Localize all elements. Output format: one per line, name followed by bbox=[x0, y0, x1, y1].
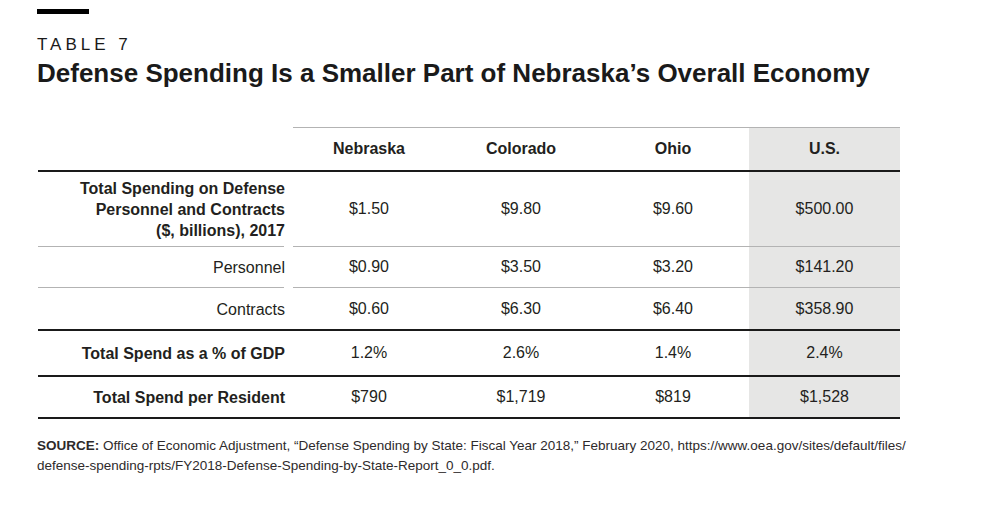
table-row-personnel: Personnel $0.90 $3.50 $3.20 $141.20 bbox=[38, 247, 900, 287]
value-colorado: $6.30 bbox=[445, 300, 597, 318]
table-number-kicker: TABLE 7 bbox=[37, 35, 132, 55]
report-table-figure: TABLE 7 Defense Spending Is a Smaller Pa… bbox=[0, 0, 1000, 511]
value-colorado: $1,719 bbox=[445, 388, 597, 406]
kicker-accent-bar bbox=[37, 9, 89, 14]
row-label: Total Spending on Defense Personnel and … bbox=[38, 178, 293, 241]
source-note: SOURCE: Office of Economic Adjustment, “… bbox=[37, 436, 972, 476]
value-ohio: $9.60 bbox=[597, 200, 749, 218]
value-nebraska: $790 bbox=[293, 388, 445, 406]
value-us: $1,528 bbox=[749, 388, 900, 406]
value-colorado: $9.80 bbox=[445, 200, 597, 218]
value-nebraska: $0.90 bbox=[293, 258, 445, 276]
value-us: 2.4% bbox=[749, 344, 900, 362]
value-ohio: $819 bbox=[597, 388, 749, 406]
column-header-ohio: Ohio bbox=[597, 140, 749, 158]
value-us: $500.00 bbox=[749, 200, 900, 218]
value-us: $141.20 bbox=[749, 258, 900, 276]
table-row-contracts: Contracts $0.60 $6.30 $6.40 $358.90 bbox=[38, 289, 900, 329]
table-row-per-resident: Total Spend per Resident $790 $1,719 $81… bbox=[38, 377, 900, 417]
table-bottom-rule bbox=[38, 417, 900, 419]
value-ohio: $6.40 bbox=[597, 300, 749, 318]
table-header-row: Nebraska Colorado Ohio U.S. bbox=[38, 127, 900, 170]
table-title: Defense Spending Is a Smaller Part of Ne… bbox=[37, 58, 977, 88]
value-nebraska: 1.2% bbox=[293, 344, 445, 362]
section-rule bbox=[38, 329, 900, 331]
row-divider bbox=[38, 246, 284, 247]
row-divider bbox=[293, 246, 900, 247]
value-colorado: 2.6% bbox=[445, 344, 597, 362]
table-top-rule bbox=[293, 127, 900, 128]
value-ohio: $3.20 bbox=[597, 258, 749, 276]
row-divider bbox=[293, 287, 900, 288]
value-nebraska: $1.50 bbox=[293, 200, 445, 218]
data-table: Nebraska Colorado Ohio U.S. Total Spendi… bbox=[38, 127, 900, 417]
column-header-us: U.S. bbox=[749, 140, 900, 158]
value-us: $358.90 bbox=[749, 300, 900, 318]
header-bottom-rule bbox=[38, 170, 900, 172]
column-header-nebraska: Nebraska bbox=[293, 140, 445, 158]
source-text: Office of Economic Adjustment, “Defense … bbox=[37, 438, 906, 473]
row-label: Total Spend as a % of GDP bbox=[38, 343, 293, 364]
value-nebraska: $0.60 bbox=[293, 300, 445, 318]
row-label: Contracts bbox=[38, 299, 293, 320]
section-rule bbox=[38, 375, 900, 377]
source-label: SOURCE: bbox=[37, 438, 99, 453]
row-label: Total Spend per Resident bbox=[38, 387, 293, 408]
table-row-pct-gdp: Total Spend as a % of GDP 1.2% 2.6% 1.4%… bbox=[38, 331, 900, 375]
row-divider bbox=[38, 287, 284, 288]
column-header-colorado: Colorado bbox=[445, 140, 597, 158]
table-row-total-spending: Total Spending on Defense Personnel and … bbox=[38, 172, 900, 246]
value-ohio: 1.4% bbox=[597, 344, 749, 362]
value-colorado: $3.50 bbox=[445, 258, 597, 276]
row-label: Personnel bbox=[38, 257, 293, 278]
